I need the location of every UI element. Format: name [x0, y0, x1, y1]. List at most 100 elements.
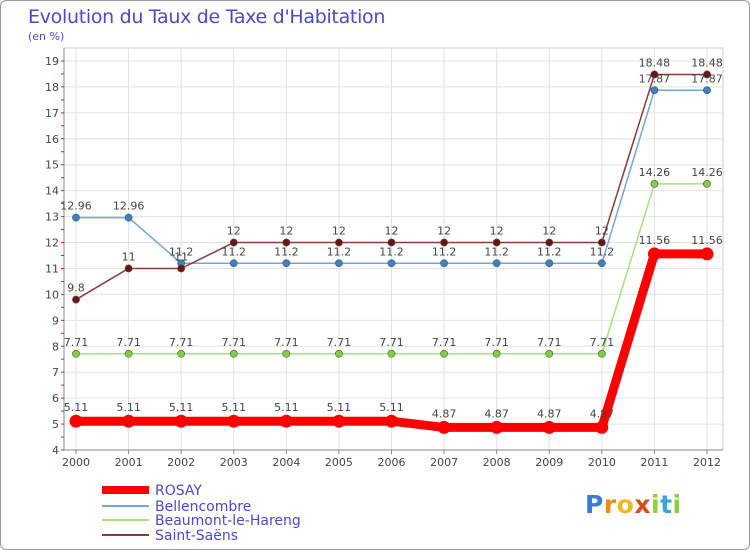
- data-point: [124, 264, 133, 273]
- data-point: [385, 414, 398, 428]
- data-point: [490, 420, 504, 434]
- data-label: 5.11: [222, 401, 247, 414]
- data-point: [440, 259, 448, 268]
- data-point: [177, 349, 186, 358]
- data-point: [124, 213, 133, 222]
- data-label: 5.11: [274, 401, 299, 414]
- data-label: 5.11: [169, 401, 194, 414]
- data-label: 5.11: [327, 401, 352, 414]
- data-label: 12.96: [113, 200, 145, 213]
- data-label: 11.2: [379, 245, 404, 258]
- data-label: 7.71: [432, 336, 457, 349]
- data-point: [545, 259, 554, 268]
- data-point: [229, 259, 238, 268]
- x-tick-label: 2011: [640, 456, 668, 469]
- data-label: 5.11: [64, 401, 89, 414]
- data-label: 7.71: [116, 336, 141, 349]
- data-point: [597, 259, 606, 268]
- logo-letter: x: [634, 490, 651, 519]
- data-point: [229, 349, 238, 358]
- data-point: [177, 264, 186, 273]
- data-label: 11: [174, 250, 188, 263]
- proxiti-logo: Proxiti: [585, 490, 682, 519]
- data-point: [332, 414, 346, 428]
- y-tick-label: 19: [45, 55, 59, 68]
- data-point: [700, 247, 714, 261]
- x-tick-label: 2000: [62, 456, 90, 469]
- data-point: [282, 349, 291, 358]
- data-label: 11.56: [639, 234, 671, 247]
- data-point: [387, 259, 396, 268]
- data-point: [174, 414, 188, 428]
- data-label: 12.96: [60, 200, 92, 213]
- data-label: 11.2: [327, 245, 352, 258]
- chart-title: Evolution du Taux de Taxe d'Habitation: [28, 6, 386, 28]
- data-label: 17.87: [639, 72, 671, 85]
- data-point: [387, 238, 396, 247]
- data-label: 7.71: [64, 336, 89, 349]
- data-point: [650, 86, 659, 95]
- legend-label: Bellencombre: [155, 499, 251, 515]
- chart-legend: ROSAYBellencombreBeaumont-le-HarengSaint…: [102, 483, 301, 544]
- data-label: 11.2: [432, 245, 457, 258]
- logo-letter: i: [672, 490, 682, 519]
- x-tick-label: 2010: [588, 456, 616, 469]
- data-label: 12: [595, 225, 609, 238]
- data-label: 11.56: [691, 234, 723, 247]
- data-label: 9.8: [67, 282, 85, 295]
- data-label: 4.87: [484, 407, 509, 420]
- data-point: [597, 349, 606, 358]
- y-tick-label: 15: [45, 159, 59, 172]
- logo-letter: i: [651, 490, 661, 519]
- data-point: [492, 349, 501, 358]
- data-label: 11.2: [169, 245, 194, 258]
- data-label: 7.71: [274, 336, 299, 349]
- data-point: [703, 70, 711, 79]
- data-label: 7.71: [379, 336, 404, 349]
- data-label: 7.71: [484, 336, 509, 349]
- y-tick-label: 17: [45, 107, 59, 120]
- data-label: 12: [437, 225, 451, 238]
- x-tick-label: 2007: [430, 456, 458, 469]
- legend-label: Beaumont-le-Hareng: [155, 513, 301, 529]
- x-tick-label: 2008: [483, 456, 511, 469]
- y-tick-label: 18: [45, 81, 59, 94]
- legend-label: Saint-Saëns: [155, 528, 238, 544]
- y-tick-label: 16: [45, 133, 59, 146]
- y-tick-label: 11: [45, 262, 59, 275]
- data-label: 12: [490, 225, 504, 238]
- data-label: 7.71: [590, 336, 615, 349]
- y-tick-label: 14: [45, 185, 59, 198]
- y-tick-label: 10: [45, 288, 59, 301]
- data-point: [124, 349, 133, 358]
- data-point: [335, 238, 343, 247]
- data-label: 4.87: [537, 407, 562, 420]
- data-point: [279, 414, 293, 428]
- x-tick-label: 2001: [115, 456, 143, 469]
- data-point: [545, 238, 554, 247]
- data-point: [595, 420, 609, 434]
- data-point: [647, 247, 661, 261]
- data-point: [282, 259, 291, 268]
- chart-series: [69, 70, 714, 434]
- y-tick-label: 6: [52, 392, 59, 405]
- y-tick-label: 13: [45, 211, 59, 224]
- data-label: 7.71: [537, 336, 562, 349]
- logo-letter: t: [660, 490, 673, 519]
- data-label: 11: [122, 250, 136, 263]
- data-label: 11.2: [274, 245, 299, 258]
- x-tick-label: 2009: [535, 456, 563, 469]
- y-tick-label: 5: [52, 418, 59, 431]
- data-label: 11.2: [537, 245, 562, 258]
- data-point: [437, 420, 451, 434]
- data-label: 18.48: [691, 56, 723, 69]
- data-label: 5.11: [116, 401, 141, 414]
- data-label: 14.26: [639, 166, 671, 179]
- data-label: 11.2: [222, 245, 247, 258]
- data-point: [597, 238, 606, 247]
- data-label: 7.71: [169, 336, 194, 349]
- data-point: [440, 349, 448, 358]
- data-point: [69, 414, 83, 428]
